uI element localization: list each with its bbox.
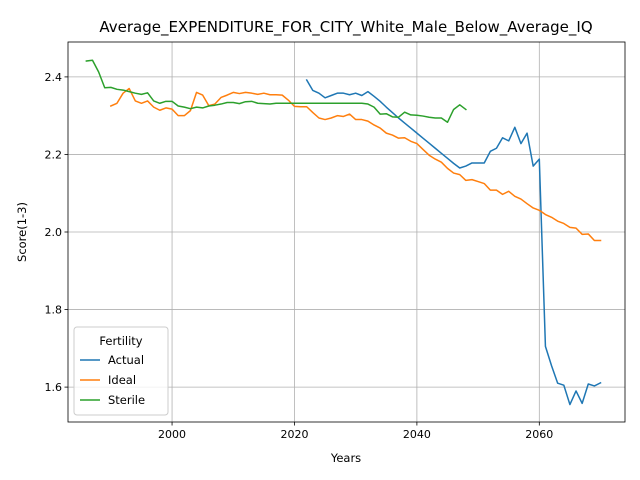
legend-label-sterile: Sterile <box>108 393 145 407</box>
x-tick-label: 2020 <box>280 428 308 441</box>
y-tick-label: 1.6 <box>45 381 63 394</box>
x-axis-label: Years <box>330 451 361 465</box>
x-tick-label: 2060 <box>525 428 553 441</box>
series-line-actual <box>305 78 602 406</box>
y-tick-label: 2.0 <box>45 226 63 239</box>
legend-label-actual: Actual <box>108 353 144 367</box>
x-axis-ticks: 2000 2020 2040 2060 <box>158 422 553 441</box>
legend: Fertility Actual Ideal Sterile <box>73 326 169 416</box>
series-group <box>85 59 602 406</box>
y-tick-label: 2.2 <box>45 148 63 161</box>
y-tick-label: 1.8 <box>45 304 63 317</box>
legend-title: Fertility <box>99 334 142 348</box>
x-tick-label: 2040 <box>403 428 431 441</box>
y-axis-ticks: 1.6 1.8 2.0 2.2 2.4 <box>45 71 68 394</box>
legend-frame <box>73 326 169 416</box>
series-line-ideal <box>109 87 602 242</box>
y-axis-label: Score(1-3) <box>15 202 29 262</box>
legend-label-ideal: Ideal <box>108 373 136 387</box>
series-line-sterile <box>85 59 467 124</box>
chart-title: Average_EXPENDITURE_FOR_CITY_White_Male_… <box>99 18 592 37</box>
y-tick-label: 2.4 <box>45 71 63 84</box>
x-tick-label: 2000 <box>158 428 186 441</box>
legend-items: Actual Ideal Sterile <box>80 353 145 407</box>
